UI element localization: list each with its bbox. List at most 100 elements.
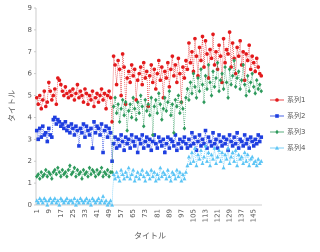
data-point xyxy=(153,97,158,103)
x-tick-label: 129 xyxy=(226,209,234,222)
data-point xyxy=(51,117,56,122)
data-point xyxy=(104,198,109,203)
data-point xyxy=(233,84,238,89)
data-point xyxy=(244,52,248,56)
x-tick-label: 137 xyxy=(238,209,246,222)
data-point xyxy=(167,146,172,150)
data-point xyxy=(172,130,176,135)
data-point xyxy=(188,161,193,166)
x-tick-label: 25 xyxy=(69,209,77,218)
data-point xyxy=(170,54,175,58)
data-point xyxy=(134,174,139,179)
data-point xyxy=(206,76,211,80)
data-point xyxy=(62,126,66,131)
data-point xyxy=(259,135,264,139)
data-point xyxy=(93,130,98,135)
data-point xyxy=(42,196,47,201)
data-point xyxy=(101,194,106,198)
data-point xyxy=(114,146,119,150)
data-point xyxy=(206,62,211,68)
data-point xyxy=(111,54,116,58)
data-point xyxy=(114,169,119,174)
data-point xyxy=(88,202,93,207)
data-point xyxy=(194,148,199,153)
data-point xyxy=(199,58,203,63)
data-point xyxy=(114,110,119,116)
data-point xyxy=(149,63,154,67)
data-point xyxy=(43,130,48,135)
data-point xyxy=(173,63,178,67)
data-point xyxy=(153,87,158,91)
data-point xyxy=(156,58,161,63)
data-point xyxy=(149,95,154,100)
data-point xyxy=(191,159,196,163)
data-point xyxy=(57,202,62,207)
data-point xyxy=(248,156,253,161)
data-point xyxy=(65,174,69,179)
data-point xyxy=(116,58,120,63)
data-point xyxy=(74,91,78,96)
data-point xyxy=(197,133,202,137)
data-point xyxy=(45,202,50,207)
data-point xyxy=(137,71,142,76)
legend-label: 系列3 xyxy=(287,127,305,136)
data-point xyxy=(114,82,119,87)
data-point xyxy=(238,86,242,92)
data-point xyxy=(205,52,209,56)
data-point xyxy=(163,150,167,155)
data-point xyxy=(150,132,155,138)
data-point xyxy=(141,174,146,179)
data-point xyxy=(235,45,239,50)
data-point xyxy=(147,74,152,78)
data-point xyxy=(253,69,258,74)
data-point xyxy=(34,128,39,133)
data-point xyxy=(48,172,53,177)
x-tick-label: 145 xyxy=(250,209,258,222)
data-point xyxy=(78,89,83,93)
data-point xyxy=(227,67,232,72)
data-point xyxy=(158,102,163,107)
data-point xyxy=(75,198,80,203)
data-point xyxy=(128,146,132,150)
data-point xyxy=(232,58,236,63)
data-point xyxy=(42,133,47,137)
data-point xyxy=(176,141,181,146)
data-point xyxy=(227,30,232,34)
data-point xyxy=(212,84,217,89)
data-point xyxy=(137,137,142,142)
data-point xyxy=(218,54,223,58)
data-point xyxy=(80,130,84,135)
data-point xyxy=(166,135,170,139)
data-point xyxy=(34,198,39,203)
data-point xyxy=(143,76,148,80)
data-point xyxy=(89,98,93,102)
data-point xyxy=(95,91,99,96)
data-point xyxy=(132,67,137,72)
data-point xyxy=(92,169,96,175)
data-point xyxy=(152,104,157,109)
data-point xyxy=(60,122,65,126)
data-point xyxy=(76,200,81,205)
data-point xyxy=(108,95,113,100)
y-tick-label: 4 xyxy=(28,113,33,121)
data-point xyxy=(98,93,102,98)
x-tick-label: 33 xyxy=(81,209,89,218)
y-tick-label: 8 xyxy=(28,26,32,34)
data-point xyxy=(146,144,151,148)
data-point xyxy=(170,169,175,174)
data-point xyxy=(116,102,120,107)
data-point xyxy=(259,88,264,94)
data-point xyxy=(74,174,78,179)
data-point xyxy=(184,95,188,100)
data-point xyxy=(56,117,60,122)
data-point xyxy=(87,198,92,203)
data-point xyxy=(217,148,222,152)
data-point xyxy=(248,67,253,72)
data-point xyxy=(54,122,59,126)
data-point xyxy=(111,172,116,176)
data-point xyxy=(161,137,166,142)
data-point xyxy=(123,135,128,139)
data-point xyxy=(143,97,148,103)
data-point xyxy=(182,176,187,181)
data-point xyxy=(119,167,124,172)
